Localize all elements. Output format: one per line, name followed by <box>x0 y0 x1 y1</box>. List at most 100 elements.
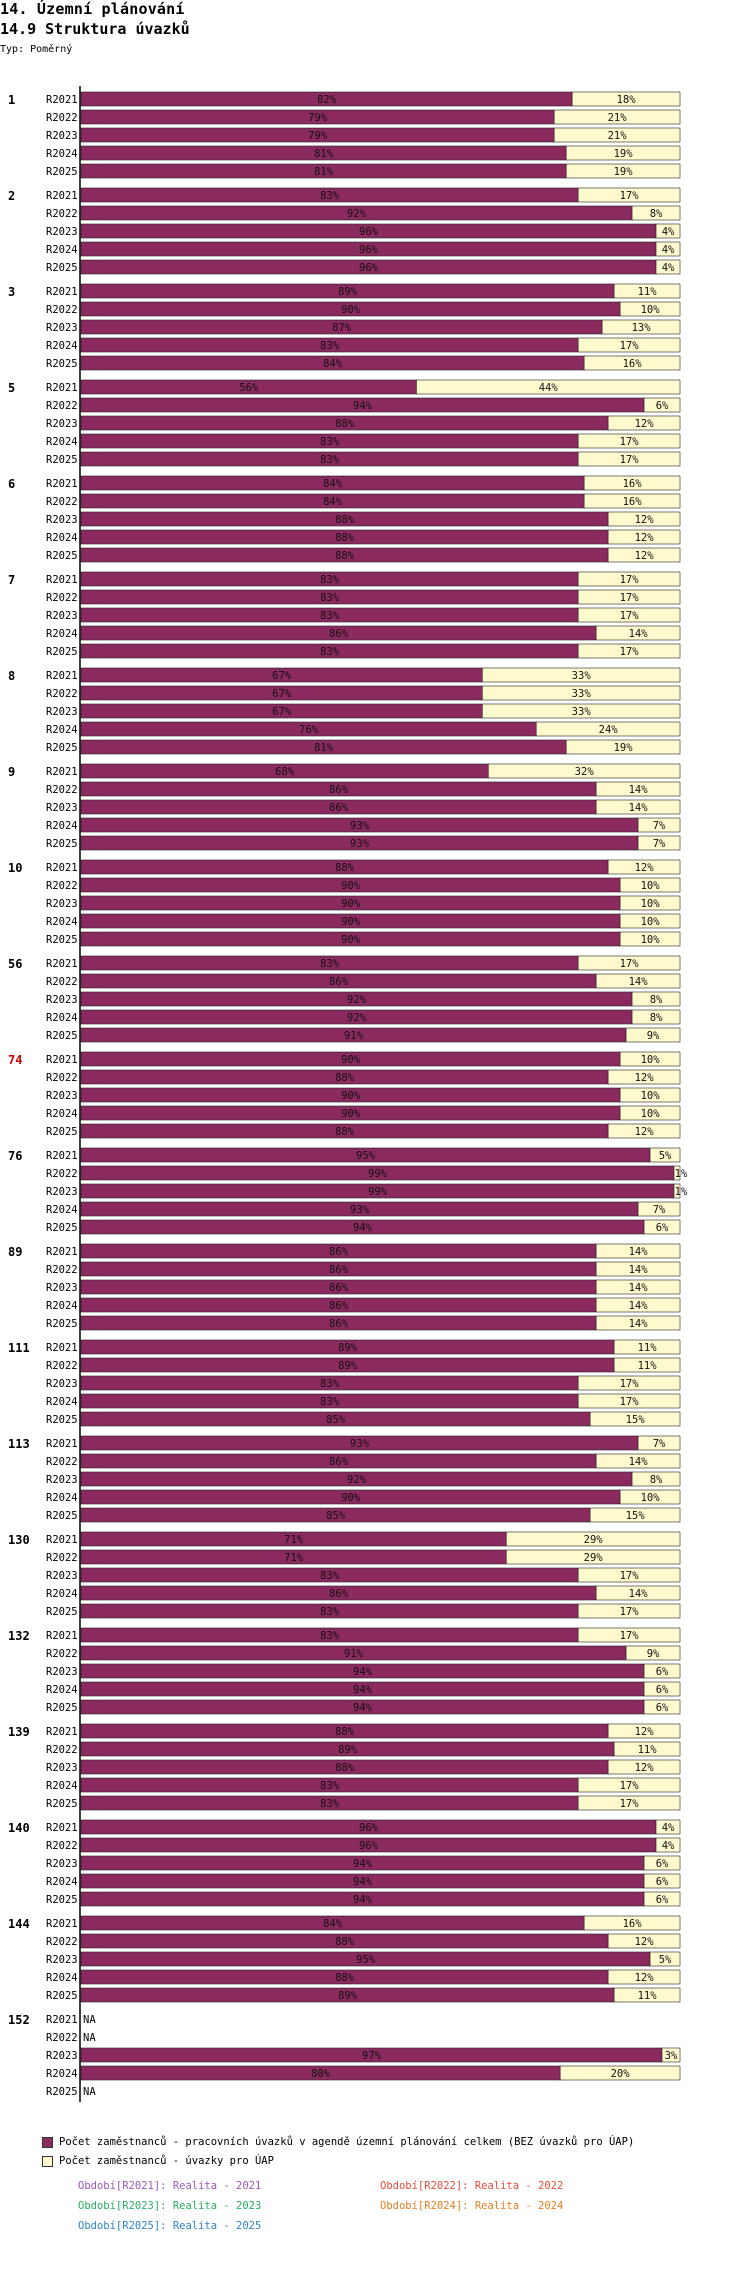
group-label: 9 <box>8 765 15 779</box>
group-label: 152 <box>8 2013 30 2027</box>
row-year-label: R2021 <box>46 1150 78 1162</box>
bar-segment-series2 <box>655 1837 681 1853</box>
data-label-series1: 88% <box>335 1762 355 1774</box>
data-label-series2: 7% <box>653 820 666 832</box>
row-year-label: R2024 <box>46 1588 78 1600</box>
bar-segment-series2 <box>673 1165 681 1181</box>
bar-segment-series2 <box>565 163 681 179</box>
bar-segment-series2 <box>613 1357 681 1373</box>
row-year-label: R2025 <box>46 1798 78 1810</box>
data-label-series1: 94% <box>353 1222 373 1234</box>
data-label-series1: 84% <box>323 358 343 370</box>
row-year-label: R2021 <box>46 190 78 202</box>
bar-segment-series2 <box>613 1987 681 2003</box>
data-label-series2: 12% <box>635 1936 655 1948</box>
data-label-series2: 18% <box>617 94 637 106</box>
row-year-label: R2022 <box>46 1168 78 1180</box>
data-label-series2: 6% <box>656 1876 669 1888</box>
row-year-label: R2025 <box>46 550 78 562</box>
row-year-label: R2025 <box>46 166 78 178</box>
data-label-series2: 14% <box>629 1282 649 1294</box>
period-r2025: Období[R2025]: Realita - 2025 <box>78 2220 262 2232</box>
bar-segment-series2 <box>577 433 681 449</box>
data-label-series2: 21% <box>608 130 628 142</box>
bar-segment-series2 <box>577 955 681 971</box>
data-label-series1: 88% <box>335 1726 355 1738</box>
row-year-label: R2024 <box>46 1204 78 1216</box>
bar-segment-series2 <box>583 355 681 371</box>
row-year-label: R2023 <box>46 1666 78 1678</box>
data-label-series2: 12% <box>635 1126 655 1138</box>
bar-segment-series2 <box>643 1873 681 1889</box>
data-label-series1: 83% <box>320 646 340 658</box>
row-year-label: R2023 <box>46 130 78 142</box>
row-year-label: R2024 <box>46 628 78 640</box>
data-label-series1: 79% <box>308 130 328 142</box>
bar-segment-series2 <box>619 1105 681 1121</box>
data-label-series2: 11% <box>638 1990 658 2002</box>
data-label-series2: 14% <box>629 1456 649 1468</box>
data-label-series2: 4% <box>662 1840 675 1852</box>
bar-segment-series2 <box>577 643 681 659</box>
data-label-series2: 10% <box>641 1054 661 1066</box>
row-year-label: R2023 <box>46 706 78 718</box>
row-year-label: R2025 <box>46 838 78 850</box>
row-year-label: R2021 <box>46 862 78 874</box>
data-label-series2: 14% <box>629 1300 649 1312</box>
data-label-series1: 86% <box>329 1588 349 1600</box>
group-label: 132 <box>8 1629 30 1643</box>
data-label-series2: 4% <box>662 1822 675 1834</box>
data-label-series1: 84% <box>323 1918 343 1930</box>
bar-segment-series2 <box>607 859 681 875</box>
data-label-series1: 96% <box>359 244 379 256</box>
row-year-label: R2024 <box>46 820 78 832</box>
bar-segment-series2 <box>619 1489 681 1505</box>
page-title: 14. Územní plánování <box>0 0 185 18</box>
data-label-series1: 68% <box>275 766 295 778</box>
data-label-series1: 86% <box>329 1264 349 1276</box>
data-label-series1: 94% <box>353 1858 373 1870</box>
data-label-series2: 1% <box>675 1186 688 1198</box>
bar-segment-series2 <box>619 301 681 317</box>
row-year-label: R2024 <box>46 1876 78 1888</box>
data-label-series1: 90% <box>341 304 361 316</box>
data-label-series2: 17% <box>620 646 640 658</box>
data-label-series2: 19% <box>614 742 634 754</box>
data-label-series1: 99% <box>368 1168 388 1180</box>
row-year-label: R2024 <box>46 724 78 736</box>
data-label-series2: 19% <box>614 148 634 160</box>
data-label-series1: 95% <box>356 1954 376 1966</box>
data-label-series2: 8% <box>650 1012 663 1024</box>
data-label-series2: 9% <box>647 1030 660 1042</box>
data-label-series2: 12% <box>635 532 655 544</box>
data-label-series1: 83% <box>320 436 340 448</box>
data-label-series2: 10% <box>641 898 661 910</box>
row-year-label: R2024 <box>46 1300 78 1312</box>
bar-segment-series2 <box>577 337 681 353</box>
bar-segment-series2 <box>577 1795 681 1811</box>
chart-type-label: Typ: Poměrný <box>0 44 73 55</box>
data-label-series1: 96% <box>359 1840 379 1852</box>
data-label-series2: 8% <box>650 994 663 1006</box>
row-year-label: R2023 <box>46 1570 78 1582</box>
group-label: 10 <box>8 861 22 875</box>
row-year-label: R2024 <box>46 1396 78 1408</box>
row-year-label: R2023 <box>46 1954 78 1966</box>
row-year-label: R2023 <box>46 802 78 814</box>
bar-segment-series2 <box>625 1645 681 1661</box>
bar-segment-series2 <box>619 877 681 893</box>
data-label-series2: 10% <box>641 916 661 928</box>
bar-segment-series2 <box>643 1681 681 1697</box>
data-label-series2: 6% <box>656 400 669 412</box>
row-year-label: R2021 <box>46 1054 78 1066</box>
data-label-series1: 87% <box>332 322 352 334</box>
row-year-label: R2023 <box>46 226 78 238</box>
data-label-series1: 86% <box>329 628 349 640</box>
group-label: 56 <box>8 957 22 971</box>
bar-segment-series2 <box>595 1279 681 1295</box>
bar-segment-series2 <box>482 685 681 701</box>
row-year-label: R2021 <box>46 2014 78 2026</box>
data-label-series2: 16% <box>623 1918 643 1930</box>
data-label-series2: 1% <box>675 1168 688 1180</box>
data-label-series1: 83% <box>320 1630 340 1642</box>
